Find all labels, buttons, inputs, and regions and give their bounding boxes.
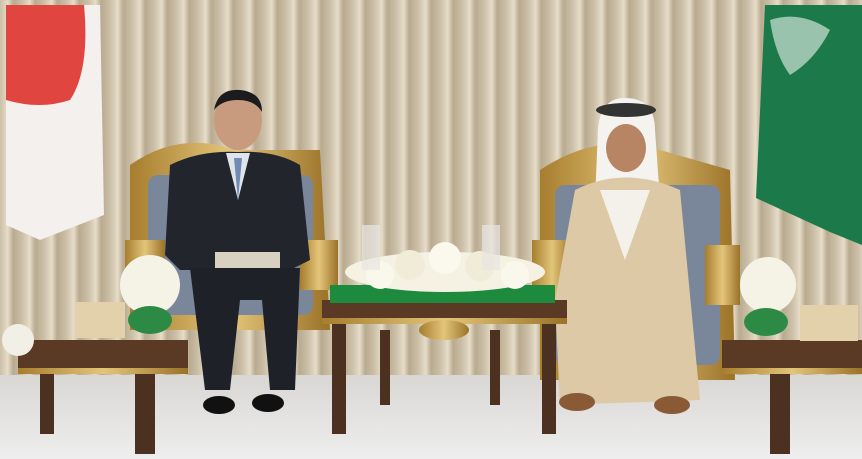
center-table-part [490,330,500,405]
left-side-table-part [18,368,188,374]
left-man-part [203,396,235,414]
right-man-part [555,177,700,405]
saudi-flag-part [770,16,830,76]
right-side-table-part [722,340,862,370]
right-man-part [559,393,595,411]
background-part [0,375,862,459]
center-table-part [419,320,469,340]
japan-flag-part [6,5,86,105]
left-man-part [234,158,242,200]
center-table-part [322,300,567,322]
center-table [322,300,567,434]
center-table-part [380,330,390,405]
center-flowers-part [501,261,529,289]
left-man-part [252,394,284,412]
left-side-table-part [40,374,54,434]
right-man-part [596,103,656,117]
left-man-part [215,252,280,268]
right-side-table-part [800,305,858,341]
right-chair-part [705,245,740,305]
left-man-part [190,268,300,390]
right-side-table [722,257,862,454]
right-side-table-part [722,368,862,374]
left-side-table-part [18,340,188,370]
left-side-table-part [75,302,125,338]
right-man-part [600,190,650,260]
center-flowers-part [362,225,380,270]
center-flowers-part [330,285,555,303]
saudi-flag-part [756,5,862,245]
left-side-table-part [2,324,34,356]
left-man-part [214,89,262,112]
left-man [165,89,310,414]
center-table-part [332,324,346,434]
left-side-table-part [128,306,172,334]
left-side-table [2,255,188,454]
center-flowers-part [482,225,500,270]
right-man-part [606,124,646,172]
center-flowers [330,225,555,303]
center-flowers-part [395,250,425,280]
right-side-table-part [744,308,788,336]
left-man-part [165,151,310,270]
right-side-table-part [740,257,796,313]
left-man-part [214,90,262,150]
left-side-table-part [135,374,155,454]
japan-flag [6,5,104,240]
right-man [555,98,700,414]
right-man-part [654,396,690,414]
saudi-flag [756,5,862,245]
center-flowers-part [429,242,461,274]
left-side-table-part [120,255,180,315]
center-table-part [542,324,556,434]
right-side-table-part [770,374,790,454]
